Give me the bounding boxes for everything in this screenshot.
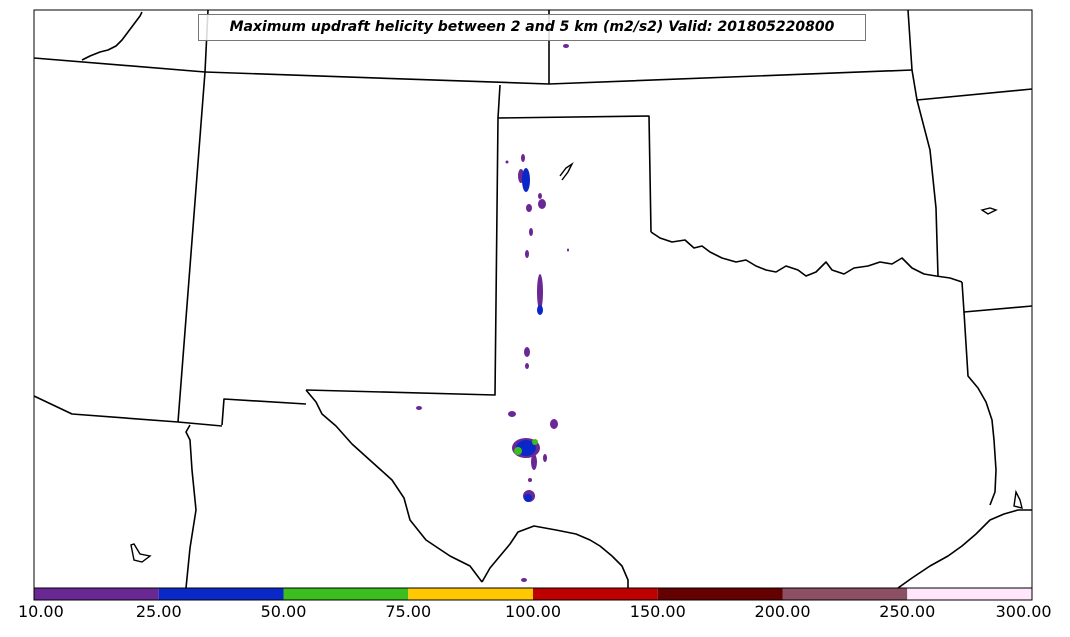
contour-purple bbox=[525, 250, 529, 258]
border-ut-az bbox=[33, 395, 179, 423]
colorbar bbox=[33, 587, 1033, 601]
colorbar-segment bbox=[34, 588, 159, 600]
border-ok-ar bbox=[916, 99, 939, 277]
colorbar-segment bbox=[782, 588, 908, 600]
colorbar-border bbox=[33, 587, 1033, 601]
colorbar-tick-label: 150.00 bbox=[629, 602, 686, 621]
contour-purple bbox=[505, 160, 509, 164]
contour-purple bbox=[528, 478, 532, 482]
contour-purple bbox=[508, 411, 516, 417]
state-boundaries bbox=[33, 9, 1033, 589]
contour-purple bbox=[416, 406, 422, 410]
border-rio-grande bbox=[481, 525, 629, 588]
border-co-nm bbox=[177, 421, 223, 427]
colorbar-tick-label: 100.00 bbox=[505, 602, 561, 621]
border-ne-ks bbox=[204, 69, 913, 85]
contour-purple bbox=[538, 199, 546, 209]
border-co bbox=[177, 71, 206, 423]
border-tx-la bbox=[963, 311, 997, 506]
colorbar-tick-label: 300.00 bbox=[995, 602, 1052, 621]
contour-purple bbox=[543, 454, 547, 462]
contour-purple bbox=[537, 274, 543, 310]
border-ok-panhandle bbox=[497, 115, 652, 233]
colorbar-segment bbox=[657, 588, 783, 600]
colorbar-tick-label: 50.00 bbox=[260, 602, 307, 621]
contour-purple bbox=[531, 454, 537, 470]
contour-green bbox=[532, 439, 538, 445]
border-red-river bbox=[650, 231, 963, 283]
colorbar-tick-label: 200.00 bbox=[754, 602, 811, 621]
map-title: Maximum updraft helicity between 2 and 5… bbox=[198, 14, 866, 41]
contour-purple bbox=[567, 248, 569, 252]
border-nm-tx-south bbox=[305, 389, 483, 583]
colorbar-segment bbox=[158, 588, 284, 600]
lake-fragment bbox=[81, 11, 143, 61]
border-nm-mx bbox=[221, 398, 307, 426]
contour-purple bbox=[529, 228, 533, 236]
gulf-coast bbox=[897, 509, 1032, 589]
lakes bbox=[130, 161, 1023, 563]
border-mo-ia bbox=[907, 9, 913, 71]
lake-1 bbox=[559, 161, 574, 181]
contour-purple bbox=[521, 154, 525, 162]
colorbar-tick-label: 250.00 bbox=[879, 602, 936, 621]
colorbar-tick-label: 75.00 bbox=[385, 602, 432, 621]
contour-purple bbox=[526, 204, 532, 212]
border-nm-tx bbox=[305, 117, 499, 396]
colorbar-segment bbox=[283, 588, 409, 600]
contour-purple bbox=[525, 363, 529, 369]
lake-4 bbox=[1013, 489, 1023, 509]
border-ar-la bbox=[961, 281, 1033, 313]
contour-purple bbox=[538, 193, 542, 199]
border-wy-ne bbox=[33, 57, 206, 73]
border-co-ks bbox=[497, 84, 501, 119]
lake-3 bbox=[130, 543, 152, 563]
colorbar-segment bbox=[907, 588, 1032, 600]
contour-purple bbox=[550, 419, 558, 429]
map-border bbox=[33, 9, 1033, 589]
colorbar-tick-label: 25.00 bbox=[135, 602, 182, 621]
contour-purple bbox=[521, 578, 527, 582]
colorbar-segment bbox=[533, 588, 658, 600]
contour-blue bbox=[522, 168, 530, 192]
contour-green bbox=[514, 447, 522, 455]
contour-purple bbox=[563, 44, 569, 48]
colorbar-segment bbox=[408, 588, 533, 600]
border-ks-mo bbox=[911, 69, 1033, 101]
contour-purple bbox=[524, 347, 530, 357]
lake-2 bbox=[980, 207, 998, 215]
colorbar-tick-label: 10.00 bbox=[17, 602, 64, 621]
contour-blue bbox=[524, 494, 532, 502]
helicity-contours bbox=[416, 44, 569, 582]
border-az-mx bbox=[185, 424, 197, 589]
contour-blue bbox=[537, 305, 543, 315]
